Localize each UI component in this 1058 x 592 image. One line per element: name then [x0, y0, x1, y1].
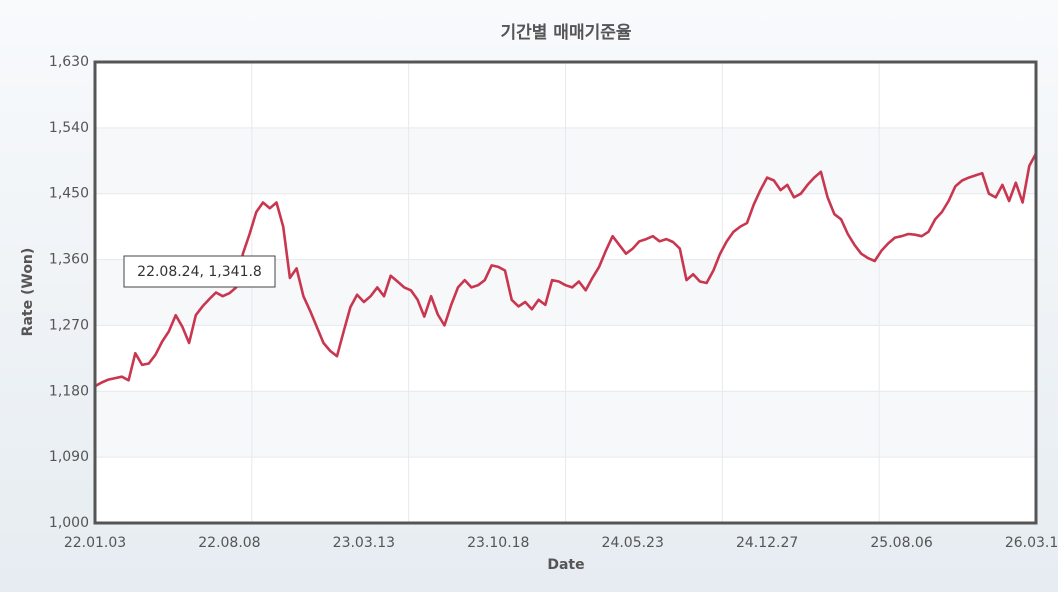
chart-title: 기간별 매매기준율: [500, 23, 631, 43]
x-tick-label: 25.08.06: [870, 535, 932, 551]
x-axis-label: Date: [547, 557, 584, 573]
y-tick-label: 1,090: [49, 449, 89, 465]
x-tick-label: 23.03.13: [333, 535, 395, 551]
tooltip-text: 22.08.24, 1,341.8: [137, 264, 262, 280]
x-tick-label: 24.12.27: [736, 535, 798, 551]
y-tick-label: 1,540: [49, 120, 89, 136]
x-tick-label: 26.03.17: [1005, 535, 1058, 551]
y-tick-label: 1,180: [49, 383, 89, 399]
y-axis-label: Rate (Won): [20, 248, 36, 337]
y-tick-label: 1,450: [49, 186, 89, 202]
y-tick-label: 1,000: [49, 515, 89, 531]
y-tick-label: 1,630: [49, 54, 89, 70]
y-tick-label: 1,270: [49, 317, 89, 333]
x-tick-label: 23.10.18: [467, 535, 529, 551]
tooltip-box: [123, 255, 276, 288]
x-tick-label: 22.01.03: [64, 535, 126, 551]
x-tick-label: 22.08.08: [198, 535, 260, 551]
x-tick-label: 24.05.23: [602, 535, 664, 551]
plot-border: [93, 60, 1038, 525]
y-tick-label: 1,360: [49, 252, 89, 268]
line-series: [94, 152, 1038, 388]
